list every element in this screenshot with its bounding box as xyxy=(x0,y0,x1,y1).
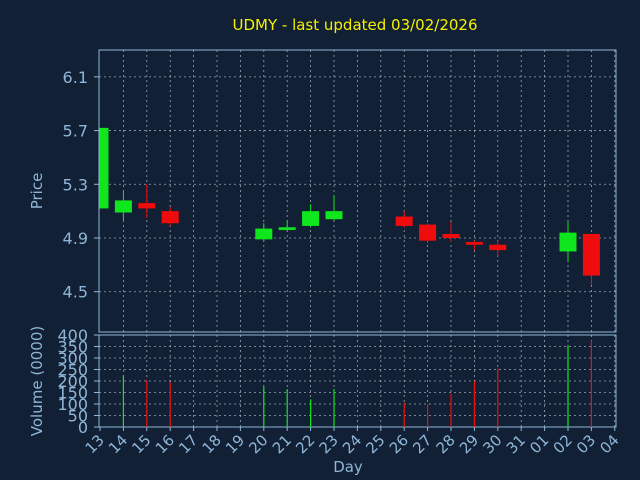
candles xyxy=(99,127,600,285)
candle-body xyxy=(582,233,600,276)
candle-body xyxy=(489,244,507,251)
candle-up xyxy=(325,195,343,221)
volume-tick-label: 250 xyxy=(57,361,88,380)
candle-up xyxy=(302,204,320,228)
candle-body xyxy=(278,227,296,230)
candle-body xyxy=(395,216,413,226)
candle-down xyxy=(395,211,413,228)
candle-down xyxy=(489,240,507,256)
candle-up xyxy=(114,191,132,221)
volume-tick-label: 50 xyxy=(68,407,88,426)
candle-body xyxy=(138,203,156,209)
candle-down xyxy=(419,223,437,244)
price-axis-ticks: 4.5 4.9 5.3 5.7 6.1 xyxy=(63,68,99,302)
candle-body xyxy=(465,242,483,245)
candle-down xyxy=(138,184,156,218)
candle-up xyxy=(559,221,577,263)
price-axis-label: Price xyxy=(28,173,46,210)
price-tick-label: 6.1 xyxy=(63,68,88,87)
volume-bars xyxy=(122,340,593,427)
candle-down xyxy=(161,207,179,226)
candle-down xyxy=(582,233,600,285)
candle-down xyxy=(442,221,460,243)
candle-up xyxy=(99,127,109,209)
volume-tick-label: 100 xyxy=(57,395,88,414)
volume-tick-label: 150 xyxy=(57,384,88,403)
candle-body xyxy=(442,233,460,238)
candle-up xyxy=(278,220,296,232)
candle-body xyxy=(302,211,320,226)
price-tick-label: 4.9 xyxy=(63,229,88,248)
chart-title: UDMY - last updated 03/02/2026 xyxy=(232,16,477,34)
price-grid xyxy=(99,50,616,332)
volume-tick-label: 0 xyxy=(78,418,88,437)
price-tick-label: 5.7 xyxy=(63,122,88,141)
price-tick-label: 5.3 xyxy=(63,175,88,194)
volume-tick-label: 300 xyxy=(57,349,88,368)
candle-body xyxy=(559,232,577,252)
candle-down xyxy=(465,240,483,251)
candle-body xyxy=(325,211,343,220)
candle-body xyxy=(114,200,132,213)
candle-up xyxy=(255,223,273,241)
candle-body xyxy=(161,211,179,224)
volume-tick-label: 350 xyxy=(57,338,88,357)
volume-tick-label: 200 xyxy=(57,372,88,391)
x-axis-label: Day xyxy=(333,458,363,476)
volume-tick-label: 400 xyxy=(57,326,88,345)
price-tick-label: 4.5 xyxy=(63,283,88,302)
volume-axis-label: Volume (0000) xyxy=(28,326,46,436)
candle-body xyxy=(100,127,109,209)
candle-body xyxy=(255,228,273,240)
candle-body xyxy=(419,224,437,241)
price-panel-frame xyxy=(98,49,617,333)
